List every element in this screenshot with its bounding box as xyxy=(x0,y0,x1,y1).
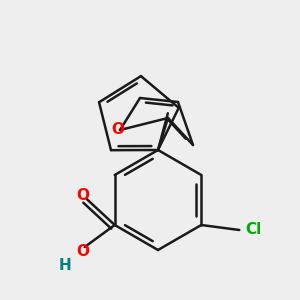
Text: H: H xyxy=(58,257,71,272)
Text: O: O xyxy=(76,244,89,259)
Text: O: O xyxy=(112,122,124,137)
Text: Cl: Cl xyxy=(245,223,261,238)
Text: O: O xyxy=(76,188,89,203)
